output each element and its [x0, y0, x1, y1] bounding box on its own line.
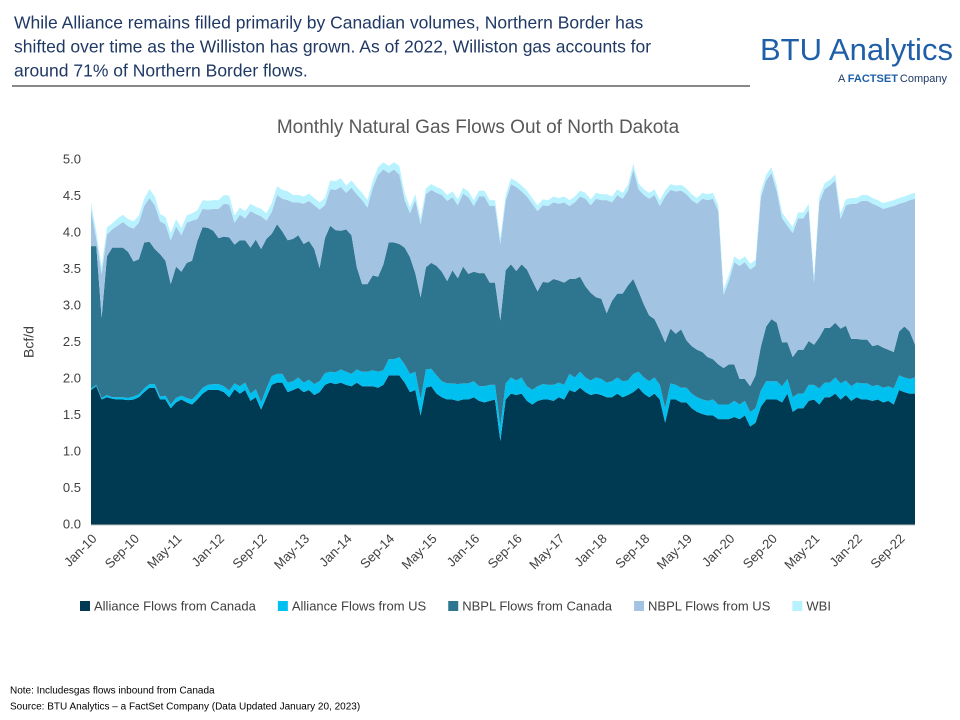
note: Source: BTU Analytics – a FactSet Compan… — [10, 702, 360, 713]
y-tick-label: 0.0 — [63, 516, 81, 531]
x-tick-label: Sep-18 — [612, 531, 652, 571]
area — [91, 224, 915, 427]
x-tick-label: May-11 — [144, 531, 185, 572]
x-tick-label: Jan-16 — [444, 531, 483, 570]
note: Note: Includesgas flows inbound from Can… — [10, 686, 215, 697]
legend-swatch — [448, 601, 459, 611]
legend-swatch — [80, 601, 90, 611]
y-tick-label: 3.5 — [63, 261, 81, 276]
legend-swatch — [792, 601, 803, 611]
x-tick-label: Jan-10 — [61, 531, 100, 570]
chart-title: Monthly Natural Gas Flows Out of North D… — [277, 117, 680, 138]
legend-label: WBI — [806, 598, 831, 613]
x-tick-label: May-21 — [781, 531, 822, 572]
y-tick-label: 5.0 — [63, 151, 81, 166]
x-tick-label: Sep-12 — [229, 531, 269, 571]
y-tick-label: 2.0 — [63, 370, 81, 385]
x-tick-label: May-13 — [271, 531, 312, 572]
x-tick-label: Sep-20 — [740, 531, 780, 571]
y-tick-label: 3.0 — [63, 297, 81, 312]
y-tick-label: 1.5 — [63, 407, 81, 422]
logo: BTU Analytics — [760, 32, 953, 67]
header-line: around 71% of Northern Border flows. — [14, 61, 308, 81]
y-tick-label: 4.0 — [63, 224, 81, 239]
logo-sub-c: Company — [900, 73, 948, 85]
area — [91, 375, 915, 525]
legend-label: Alliance Flows from Canada — [94, 598, 257, 613]
y-tick-label: 0.5 — [63, 480, 81, 495]
x-tick-label: Sep-10 — [102, 531, 142, 571]
x-tick-label: May-17 — [526, 531, 567, 572]
y-tick-label: 4.5 — [63, 188, 81, 203]
x-tick-label: Jan-18 — [571, 531, 610, 570]
area — [91, 162, 915, 296]
legend-label: Alliance Flows from US — [292, 598, 427, 613]
x-tick-label: Sep-14 — [357, 531, 397, 571]
logo-sub-b: FACTSET — [848, 73, 898, 85]
x-tick-label: Sep-22 — [867, 531, 907, 571]
legend-label: NBPL Flows from US — [648, 598, 771, 613]
logo-sub: A FACTSET Company — [838, 73, 947, 85]
y-tick-label: 2.5 — [63, 334, 81, 349]
header-line: shifted over time as the Williston has g… — [14, 37, 651, 57]
x-tick-label: May-15 — [399, 531, 440, 572]
header-line: While Alliance remains filled primarily … — [14, 13, 644, 33]
area — [91, 169, 915, 387]
legend-swatch — [634, 601, 645, 611]
x-tick-label: Sep-16 — [485, 531, 525, 571]
logo-sub-a: A — [838, 73, 846, 85]
legend: Alliance Flows from Canada Alliance Flows… — [80, 598, 831, 613]
y-tick-label: 1.0 — [63, 443, 81, 458]
x-tick-label: Jan-14 — [316, 531, 355, 570]
x-tick-label: May-19 — [654, 531, 695, 572]
x-tick-label: Jan-12 — [188, 531, 227, 570]
x-tick-label: Jan-22 — [826, 531, 865, 570]
x-tick-label: Jan-20 — [699, 531, 738, 570]
legend-label: NBPL Flows from Canada — [462, 598, 613, 613]
y-axis-label: Bcf/d — [21, 326, 37, 358]
legend-swatch — [277, 601, 288, 611]
